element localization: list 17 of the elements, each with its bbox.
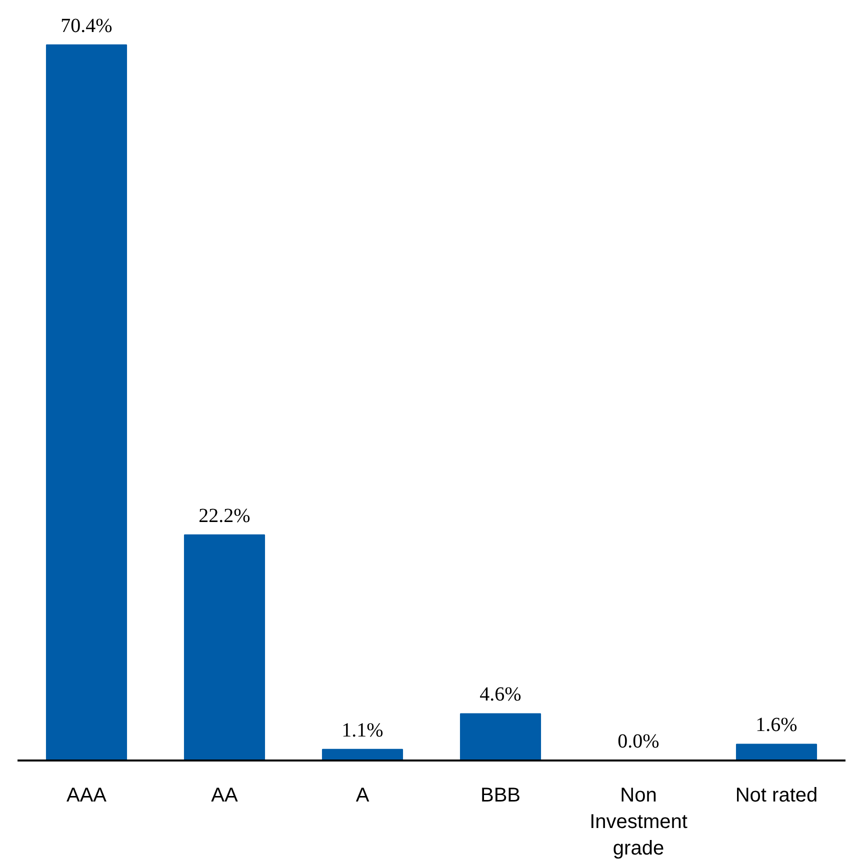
x-tick-label: BBB [480, 784, 521, 806]
x-tick-label: Non Investment grade [590, 784, 688, 860]
bar [460, 713, 542, 760]
x-tick-label: A [356, 784, 370, 806]
data-label: 0.0% [618, 730, 660, 752]
bar [46, 44, 128, 760]
bar [184, 534, 266, 760]
bar [322, 748, 404, 760]
x-tick-label: AA [211, 784, 238, 806]
data-label: 22.2% [198, 504, 250, 527]
x-tick-label: Not rated [735, 784, 818, 806]
x-tick-label: AAA [66, 784, 108, 806]
data-label: 4.6% [480, 684, 522, 706]
data-label: 1.1% [342, 719, 384, 742]
bar [736, 744, 818, 760]
data-label: 70.4% [60, 14, 112, 37]
data-label: 1.6% [756, 714, 798, 736]
